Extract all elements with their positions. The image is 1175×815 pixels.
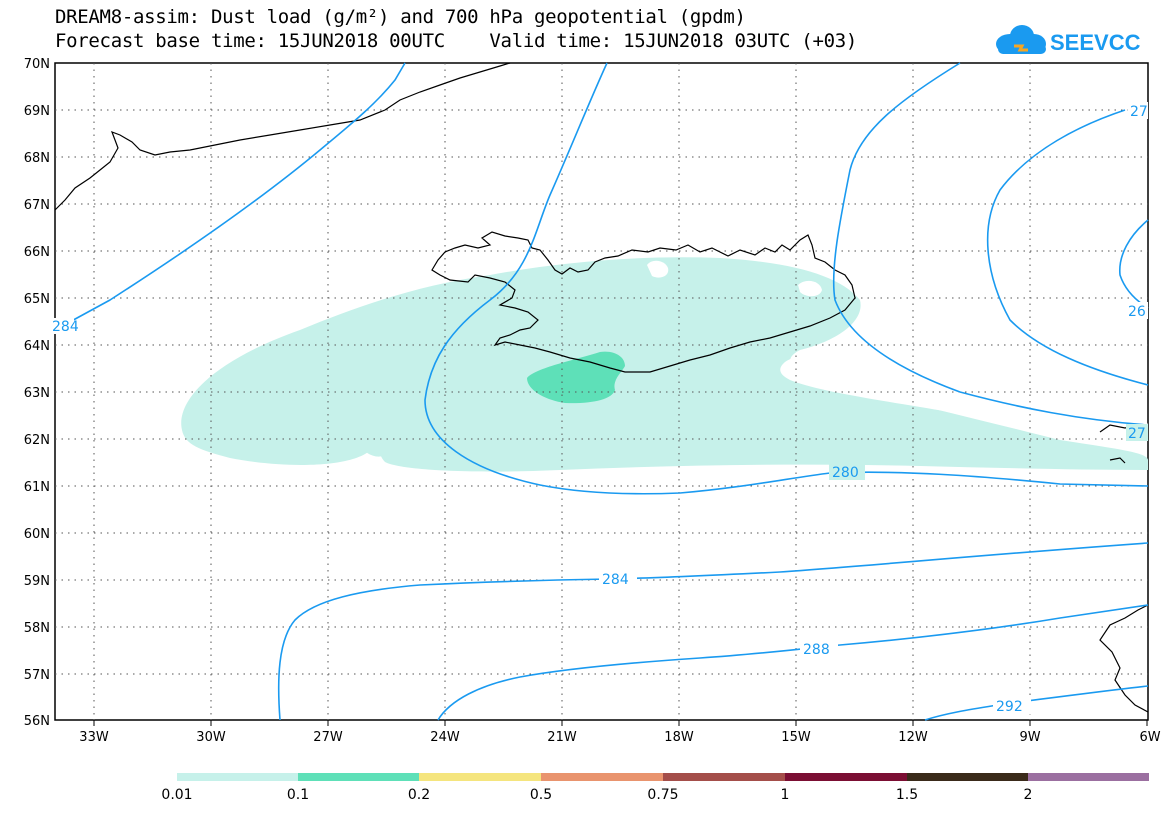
lat-tick-label: 69N — [24, 104, 50, 119]
colorbar-label: 1.5 — [896, 787, 918, 803]
cloud-icon — [996, 25, 1046, 54]
colorbar-segment — [663, 773, 785, 781]
lon-tick-label: 21W — [547, 730, 577, 745]
dust-area-hole-east — [780, 349, 1148, 440]
lat-tick-label: 60N — [24, 527, 50, 542]
contour-label: 27 — [1128, 426, 1146, 442]
coastline-iceland — [431, 231, 856, 373]
colorbar-label: 0.75 — [647, 787, 678, 803]
lat-tick-label: 62N — [24, 433, 50, 448]
contour-272 — [986, 109, 1149, 386]
lat-tick-label: 56N — [24, 714, 50, 729]
contour-label: 288 — [803, 642, 830, 658]
colorbar-label: 0.5 — [530, 787, 552, 803]
contour-label: 280 — [832, 465, 859, 481]
contour-284-west — [54, 62, 406, 331]
contour-label: 26 — [1128, 304, 1146, 320]
lat-tick-label: 64N — [24, 339, 50, 354]
colorbar-label: 0.2 — [408, 787, 430, 803]
contour-label: 27 — [1130, 104, 1148, 120]
lat-tick-label: 66N — [24, 245, 50, 260]
latitude-labels: 70N 69N 68N 67N 66N 65N 64N 63N 62N 61N … — [24, 57, 50, 729]
contour-labels: 284 280 284 288 292 27 26 27 — [52, 102, 1148, 715]
lon-tick-label: 15W — [781, 730, 811, 745]
lon-tick-label: 33W — [79, 730, 109, 745]
lat-tick-label: 61N — [24, 480, 50, 495]
contour-292 — [924, 685, 1149, 721]
dust-area-hole-northwest — [647, 260, 669, 278]
lon-tick-label: 24W — [430, 730, 460, 745]
dust-area-0.01 — [181, 257, 1148, 472]
colorbar-segment — [541, 773, 663, 781]
contour-288 — [437, 604, 1149, 721]
lon-tick-label: 30W — [196, 730, 226, 745]
lat-tick-label: 59N — [24, 574, 50, 589]
colorbar-segment — [298, 773, 419, 781]
contour-284 — [277, 542, 1149, 721]
colorbar-segment — [907, 773, 1028, 781]
tick-marks — [93, 720, 1148, 726]
lat-tick-label: 63N — [24, 386, 50, 401]
map-title: DREAM8-assim: Dust load (g/m²) and 700 h… — [55, 6, 746, 28]
lat-tick-label: 68N — [24, 151, 50, 166]
contour-label: 284 — [602, 572, 629, 588]
seevccc-logo: SEEVCCC — [996, 25, 1140, 55]
lon-tick-label: 9W — [1019, 730, 1040, 745]
colorbar-segment — [1028, 773, 1149, 781]
map-subtitle-times: Forecast base time: 15JUN2018 00UTC Vali… — [55, 30, 858, 52]
coastline-scotland — [1099, 604, 1149, 713]
contour-label: 284 — [52, 319, 79, 335]
lat-tick-label: 65N — [24, 292, 50, 307]
longitude-labels: 33W 30W 27W 24W 21W 18W 15W 12W 9W 6W — [79, 730, 1160, 745]
colorbar-label: 0.01 — [161, 787, 192, 803]
colorbar-label: 1 — [781, 787, 790, 803]
colorbar-label: 0.1 — [287, 787, 309, 803]
contour-label: 292 — [996, 699, 1023, 715]
lat-tick-label: 70N — [24, 57, 50, 72]
lon-tick-label: 27W — [313, 730, 343, 745]
lat-tick-label: 67N — [24, 198, 50, 213]
colorbar-segment — [419, 773, 541, 781]
lat-tick-label: 57N — [24, 668, 50, 683]
colorbar: 0.01 0.1 0.2 0.5 0.75 1 1.5 2 — [161, 773, 1149, 803]
colorbar-segment — [177, 773, 298, 781]
coastline-greenland — [54, 62, 511, 211]
colorbar-segment — [785, 773, 907, 781]
lon-tick-label: 18W — [664, 730, 694, 745]
lat-tick-label: 58N — [24, 621, 50, 636]
logo-text: SEEVCCC — [1050, 30, 1140, 55]
grid-lines — [55, 63, 1148, 720]
colorbar-label: 2 — [1024, 787, 1033, 803]
coastlines — [54, 62, 1149, 713]
contour-276 — [832, 62, 1149, 426]
lon-tick-label: 6W — [1139, 730, 1160, 745]
dust-area-hole-north — [798, 280, 822, 297]
contour-268 — [1119, 219, 1149, 309]
lon-tick-label: 12W — [898, 730, 928, 745]
